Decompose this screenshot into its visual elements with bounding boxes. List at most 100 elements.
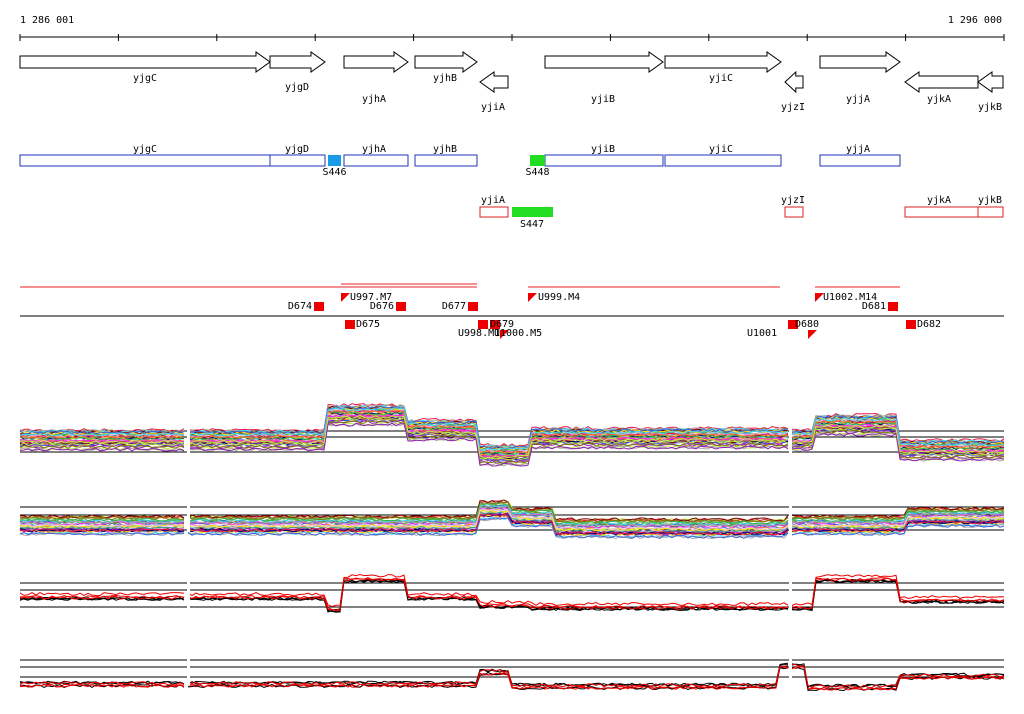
track-line <box>19 502 1005 525</box>
segment-label: D679 <box>490 319 514 330</box>
track-line <box>19 422 1005 467</box>
track-line <box>19 415 1005 459</box>
ruler-start: 1 286 001 <box>20 15 74 26</box>
segment-label: U998.M1 <box>458 328 500 339</box>
gene-arrow <box>784 70 804 94</box>
segment-marker <box>345 320 355 329</box>
track-gap <box>187 482 190 532</box>
gene-arrow <box>544 51 664 73</box>
segment-label: D680 <box>795 319 819 330</box>
feature-label: S446 <box>322 167 346 178</box>
gene-label: yjhB <box>433 73 457 84</box>
track-line <box>19 508 1005 531</box>
segment-label: U1000.M5 <box>494 328 542 339</box>
forward-label: yjjA <box>846 144 870 155</box>
segment-label: D681 <box>862 301 886 312</box>
segment-flag <box>815 293 824 302</box>
segment-label: U999.M4 <box>538 292 580 303</box>
segment-label: D682 <box>917 319 941 330</box>
segment-label: D675 <box>356 319 380 330</box>
track-line <box>19 663 1005 689</box>
forward-box <box>664 154 782 167</box>
forward-box <box>414 154 478 167</box>
segment-flag <box>500 330 509 339</box>
gene-label: yjiA <box>481 102 505 113</box>
segment-flag <box>808 330 817 339</box>
track-line <box>19 505 1005 528</box>
track-gap <box>789 482 792 532</box>
segment-label: D677 <box>442 301 466 312</box>
segment-label: D676 <box>370 301 394 312</box>
track-line <box>19 407 1005 452</box>
segment-label: U1001 <box>747 328 777 339</box>
segment-marker <box>396 302 406 311</box>
reverse-feature <box>512 207 553 217</box>
feature-label: S447 <box>520 219 544 230</box>
gene-label: yjjA <box>846 94 870 105</box>
reverse-box <box>479 206 509 218</box>
segment-marker <box>490 320 500 329</box>
forward-box <box>19 154 271 167</box>
gene-arrow <box>664 51 782 73</box>
track-line <box>19 573 1005 608</box>
segment-label: U997.M7 <box>350 292 392 303</box>
segment-label: D674 <box>288 301 312 312</box>
segment-label: U1002.M14 <box>823 292 877 303</box>
track-line <box>19 513 1005 536</box>
segment-marker <box>468 302 478 311</box>
forward-label: yjhA <box>362 144 386 155</box>
segment-flag <box>528 293 537 302</box>
gene-label: yjiB <box>591 94 615 105</box>
gene-label: yjkA <box>927 94 951 105</box>
track-line <box>19 517 1005 539</box>
gene-label: yjkB <box>978 102 1002 113</box>
gene-label: yjzI <box>781 102 805 113</box>
feature-label: S448 <box>525 167 549 178</box>
gene-arrow <box>819 51 901 73</box>
forward-box <box>269 154 326 167</box>
segment-marker <box>314 302 324 311</box>
track-gap <box>187 406 190 456</box>
gene-label: yjhA <box>362 94 386 105</box>
forward-label: yjiB <box>591 144 615 155</box>
segment-flag <box>341 293 350 302</box>
gene-label: yjiC <box>709 73 733 84</box>
reverse-box <box>977 206 1004 218</box>
gene-arrow <box>19 51 271 73</box>
forward-box <box>819 154 901 167</box>
reverse-label: yjzI <box>781 195 805 206</box>
gene-arrow <box>269 51 326 73</box>
reverse-box <box>784 206 804 218</box>
track-gap <box>789 406 792 456</box>
gene-label: yjgD <box>285 82 309 93</box>
gene-label: yjgC <box>133 73 157 84</box>
gene-arrow <box>414 51 478 73</box>
reverse-box <box>904 206 979 218</box>
forward-feature <box>530 155 545 166</box>
track-gap <box>789 558 792 608</box>
segment-marker <box>478 320 488 329</box>
segment-marker <box>888 302 898 311</box>
forward-box <box>343 154 409 167</box>
reverse-label: yjiA <box>481 195 505 206</box>
track-gap <box>789 635 792 685</box>
ruler-end: 1 296 000 <box>948 15 1002 26</box>
reverse-label: yjkB <box>978 195 1002 206</box>
forward-label: yjgD <box>285 144 309 155</box>
segment-marker <box>906 320 916 329</box>
forward-label: yjhB <box>433 144 457 155</box>
track-line <box>19 577 1005 612</box>
gene-arrow <box>479 71 509 93</box>
gene-arrow <box>904 71 979 93</box>
forward-label: yjgC <box>133 144 157 155</box>
gene-arrow <box>343 51 409 73</box>
track-gap <box>187 635 190 685</box>
segment-marker <box>788 320 798 329</box>
forward-feature <box>328 155 341 166</box>
reverse-label: yjkA <box>927 195 951 206</box>
forward-box <box>544 154 664 167</box>
gene-arrow <box>977 71 1004 93</box>
track-gap <box>187 558 190 608</box>
